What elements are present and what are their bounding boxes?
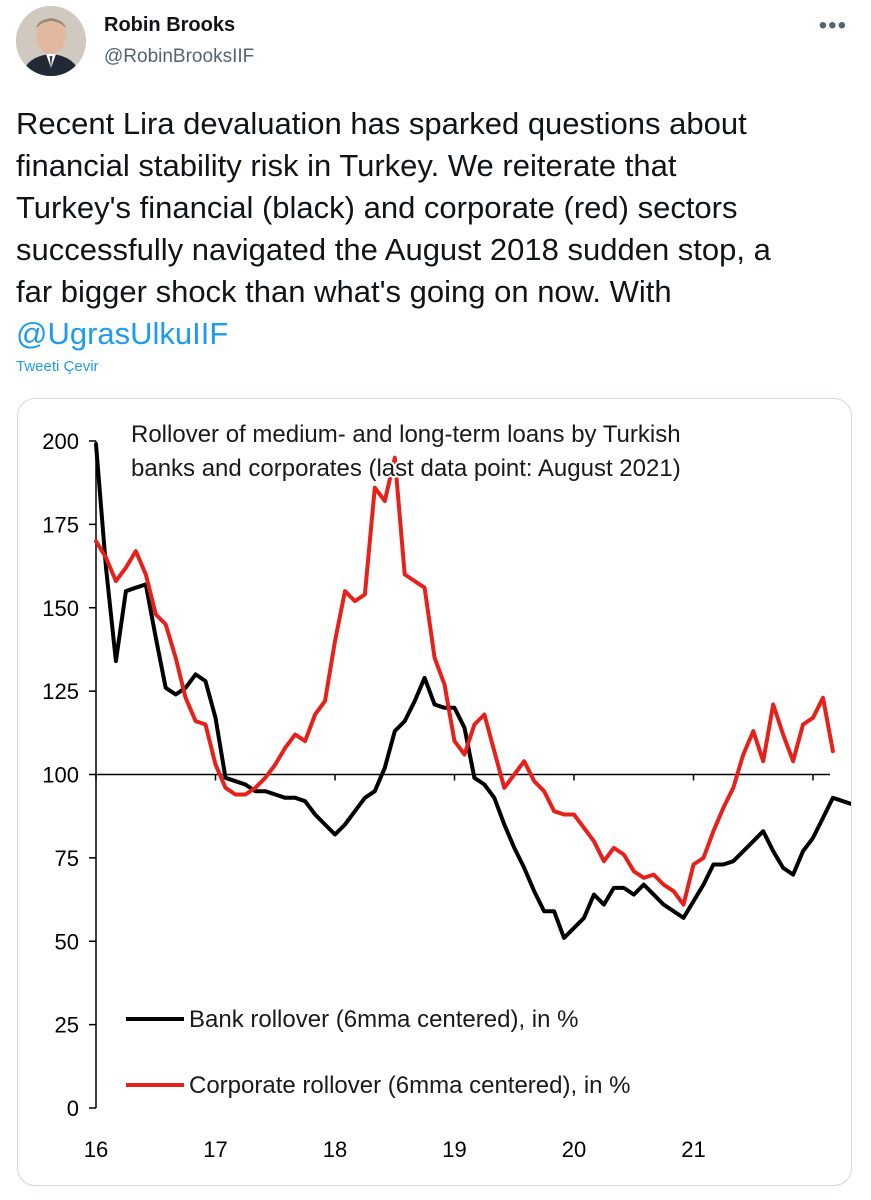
series-line-corporate-rollover (94, 455, 835, 907)
avatar-image (16, 6, 86, 76)
translate-tweet-link[interactable]: Tweeti Çevir (16, 358, 99, 375)
legend-label-bank: Bank rollover (6mma centered), in % (189, 1006, 578, 1033)
tweet-media-chart[interactable]: 0 25 50 75 100 125 150 175 200 16 17 18 19 20 21 Rollov… (17, 398, 852, 1186)
more-horizontal-icon[interactable]: ••• (818, 12, 847, 39)
x-tick-label-18: 18 (323, 1137, 347, 1162)
x-tick-label-19: 19 (442, 1137, 466, 1162)
mention-link[interactable]: @UgrasUlkuIIF (16, 316, 229, 351)
y-tick-label-125: 125 (42, 679, 79, 704)
x-tick-label-20: 20 (562, 1137, 586, 1162)
y-tick-label-200: 200 (42, 429, 79, 454)
y-tick-label-175: 175 (42, 512, 79, 537)
series-line-bank-rollover (94, 442, 851, 940)
tweet-text: Recent Lira devaluation has sparked ques… (16, 106, 771, 309)
y-tick-label-100: 100 (42, 763, 79, 788)
author-name[interactable]: Robin Brooks (104, 14, 236, 36)
x-tick-label-16: 16 (84, 1137, 108, 1162)
chart-title-line-2: banks and corporates (last data point: A… (131, 455, 681, 482)
x-tick-label-17: 17 (203, 1137, 227, 1162)
y-tick-label-50: 50 (55, 929, 79, 954)
author-handle[interactable]: @RobinBrooksIIF (104, 46, 255, 67)
x-tick-label-21: 21 (681, 1137, 705, 1162)
y-tick-label-25: 25 (55, 1013, 79, 1038)
avatar[interactable] (16, 6, 86, 76)
y-tick-label-0: 0 (67, 1096, 79, 1121)
y-tick-label-150: 150 (42, 596, 79, 621)
y-tick-label-75: 75 (55, 846, 79, 871)
chart-title-line-1: Rollover of medium- and long-term loans … (131, 421, 681, 448)
legend-label-corporate: Corporate rollover (6mma centered), in % (189, 1072, 631, 1099)
chart: 0 25 50 75 100 125 150 175 200 16 17 18 19 20 21 Rollov… (42, 419, 851, 1162)
